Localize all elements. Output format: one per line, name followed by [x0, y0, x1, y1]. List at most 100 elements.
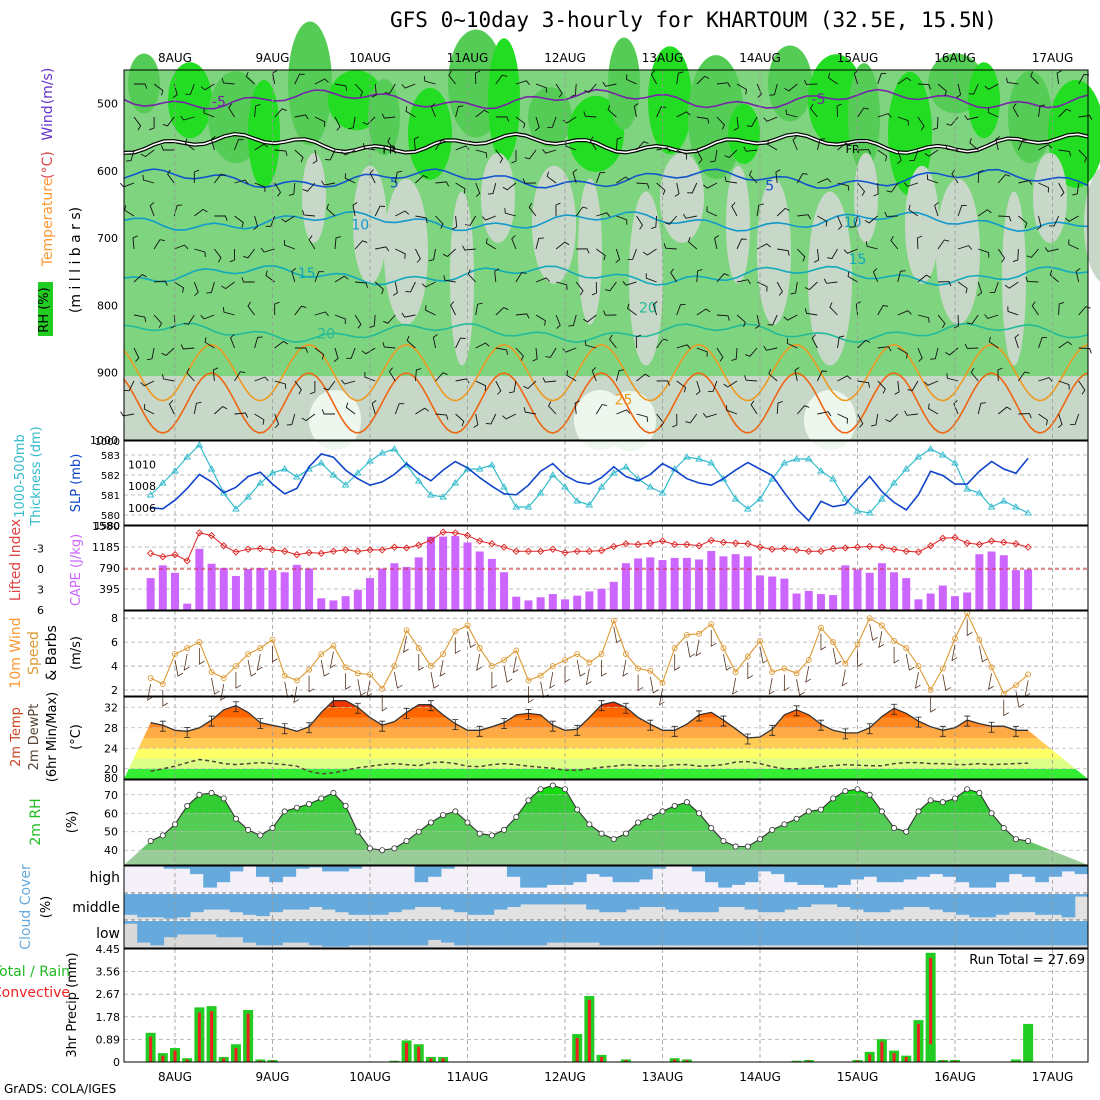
- wind-barb: [153, 83, 164, 96]
- cloud-bar: [810, 894, 825, 905]
- wind-barb: [435, 140, 447, 151]
- cape-bar: [475, 551, 484, 610]
- wind-barb: [710, 149, 718, 163]
- temp-band: [124, 700, 1088, 708]
- wind-barb: [352, 202, 358, 217]
- cloud-bar: [282, 866, 297, 877]
- li-point: [744, 540, 752, 548]
- rh-point: [671, 802, 678, 809]
- cloud-bar: [916, 866, 931, 877]
- wind-barb: [575, 281, 584, 296]
- wind-barb: [792, 136, 798, 151]
- cape-bar: [1011, 570, 1020, 610]
- precip-conv-bar: [173, 1050, 177, 1062]
- cloud-bar: [889, 894, 904, 910]
- wind-barb: [1003, 699, 1009, 717]
- thickness-point: [585, 501, 594, 508]
- wind-barb: [987, 107, 999, 118]
- rh-point: [513, 813, 520, 820]
- wind-barb: [452, 215, 458, 230]
- temp-band: [124, 758, 1088, 769]
- wind-barb: [428, 248, 436, 262]
- wind-barb: [375, 246, 390, 252]
- li-point: [939, 534, 947, 542]
- cape-bar: [877, 563, 886, 610]
- wind-barb: [797, 214, 811, 220]
- wind-barb: [371, 83, 377, 98]
- wind-barb: [204, 337, 215, 349]
- wind-barb: [142, 174, 155, 184]
- wind-barb: [583, 314, 597, 323]
- thickness-point: [341, 481, 350, 488]
- wind-speed-point: [610, 617, 617, 624]
- slp-line: [150, 453, 1029, 522]
- isotherm-label: 25: [615, 393, 633, 409]
- cloud-bar: [269, 894, 283, 913]
- wind-barb: [917, 116, 925, 131]
- wind-barb: [495, 306, 509, 316]
- minmax-bar: [720, 715, 727, 727]
- wind-barb: [763, 116, 778, 122]
- wind-barb: [615, 137, 623, 151]
- rh-dry-area: [660, 152, 704, 243]
- date-label-bottom: 16AUG: [934, 1070, 976, 1084]
- wind-barb: [291, 268, 297, 283]
- cloud-bar: [982, 921, 997, 946]
- cape-bar: [865, 572, 874, 610]
- cloud-bar: [612, 921, 627, 946]
- wind-speed-point: [293, 677, 300, 684]
- wind-barb: [234, 215, 244, 228]
- minmax-bar: [403, 707, 410, 719]
- wind-barb: [696, 149, 703, 164]
- wind-barb: [988, 673, 994, 691]
- wind-barb: [897, 116, 909, 126]
- wind-barb: [820, 633, 827, 651]
- cape-bar: [292, 564, 301, 610]
- wind-barb: [547, 116, 557, 128]
- wind-barb: [674, 654, 680, 671]
- wind-speed-point: [598, 651, 605, 658]
- wind-barb: [977, 402, 986, 415]
- precip-legend-total: Total / Rain: [0, 964, 70, 980]
- wind-barb: [314, 311, 329, 317]
- wind-barb: [495, 380, 502, 395]
- wind-barb: [865, 241, 878, 250]
- wind-barb: [884, 211, 898, 217]
- cloud-bar: [612, 894, 627, 913]
- cloud-bar: [942, 866, 957, 877]
- cloud-bar: [493, 894, 508, 910]
- rh-moist-area: [248, 79, 280, 188]
- cloud-bar: [718, 866, 732, 888]
- wind-barb: [613, 626, 622, 644]
- wind-barb: [601, 660, 607, 677]
- li-point: [1000, 538, 1008, 547]
- wind-barb: [535, 83, 547, 93]
- thickness-point: [780, 459, 789, 466]
- rh-point: [184, 802, 191, 809]
- cloud-bar: [414, 866, 429, 883]
- cloud-bar: [1074, 894, 1089, 897]
- wind-speed-point: [915, 663, 922, 670]
- wind-barb: [878, 631, 885, 649]
- wind-barb: [515, 80, 530, 85]
- isotherm-label: 20: [639, 300, 657, 316]
- wind-barb: [193, 401, 202, 415]
- wind-barb: [676, 304, 686, 316]
- cloud-bar: [639, 921, 653, 946]
- wind-barb: [475, 302, 483, 316]
- thickness-point: [987, 503, 996, 510]
- wind-barb: [857, 380, 871, 388]
- wind-barb: [355, 281, 368, 288]
- wind-barb: [905, 654, 915, 671]
- wind-speed-point: [306, 666, 313, 673]
- li-point: [597, 546, 606, 555]
- wind-speed-point: [464, 622, 471, 629]
- wind-speed-point: [842, 660, 849, 667]
- wind-barb: [747, 662, 754, 680]
- wind-barb: [602, 81, 617, 87]
- wind-barb: [576, 660, 586, 677]
- cloud-bar: [216, 866, 231, 883]
- rh-point: [464, 819, 471, 826]
- cloud-bar: [731, 921, 746, 946]
- wind-speed-point: [574, 651, 581, 658]
